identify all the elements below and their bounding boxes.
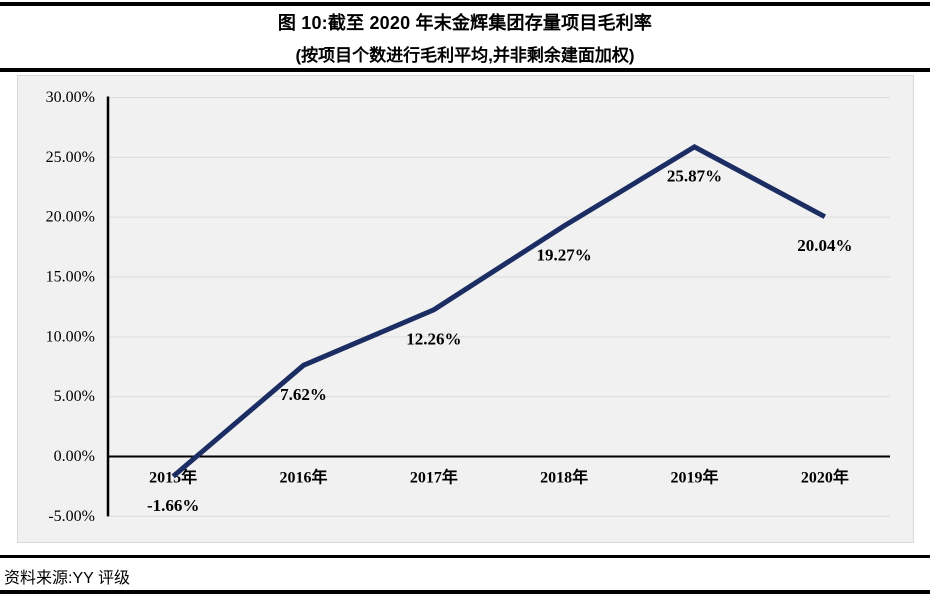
x-category-label: 2019年 <box>670 468 718 487</box>
figure-subtitle: (按项目个数进行毛利平均,并非剩余建面加权) <box>295 46 635 65</box>
data-label: 25.87% <box>667 166 722 185</box>
gross-margin-line-chart: -5.00% 0.00% 5.00% 10.00% 15.00% 20.00% 25.00%… <box>46 89 890 525</box>
y-tick-label: -5.00% <box>48 508 95 525</box>
data-label: 19.27% <box>537 245 592 264</box>
x-category-label: 2017年 <box>410 468 458 487</box>
y-tick-label: 20.00% <box>46 209 95 226</box>
y-tick-label: 0.00% <box>54 448 95 465</box>
top-rule <box>0 2 930 6</box>
x-category-label: 2015年 <box>149 468 197 487</box>
x-category-label: 2018年 <box>540 468 588 487</box>
series-line <box>171 144 827 479</box>
figure-title: 图 10:截至 2020 年末金辉集团存量项目毛利率 <box>277 13 653 33</box>
y-tick-label: 10.00% <box>46 328 95 345</box>
data-label: -1.66% <box>147 496 199 515</box>
y-tick-label: 5.00% <box>54 388 95 405</box>
bottom-rule <box>0 590 930 594</box>
y-tick-label: 25.00% <box>46 149 95 166</box>
y-tick-label: 30.00% <box>46 89 95 106</box>
title-rule <box>0 68 930 72</box>
data-label: 20.04% <box>797 236 852 255</box>
source-text: 资料来源:YY 评级 <box>4 570 130 587</box>
data-label: 12.26% <box>406 329 461 348</box>
x-category-label: 2020年 <box>801 468 849 487</box>
source-rule <box>0 555 930 558</box>
x-category-label: 2016年 <box>279 468 327 487</box>
data-label: 7.62% <box>280 385 327 404</box>
chart-area: -5.00% 0.00% 5.00% 10.00% 15.00% 20.00% 25.00%… <box>17 75 914 543</box>
y-tick-label: 15.00% <box>46 269 95 286</box>
